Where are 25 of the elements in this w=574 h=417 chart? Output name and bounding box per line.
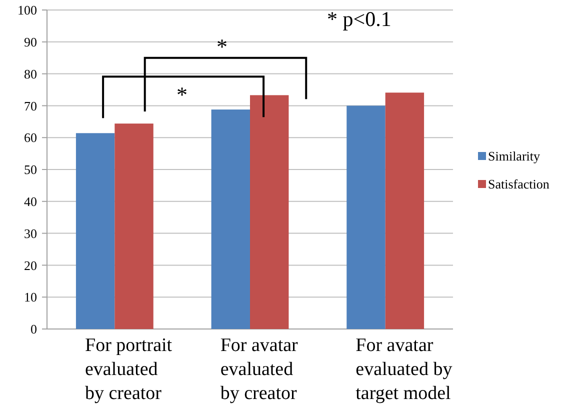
legend-label: Similarity (488, 148, 540, 164)
annotation: * (176, 82, 188, 107)
x-tick-label: For avatar evaluated by creator (220, 335, 299, 404)
x-tick-label: For avatar evaluated by target model (356, 335, 453, 404)
y-tick-label: 20 (24, 258, 37, 273)
annotation: * p<0.1 (327, 7, 392, 31)
y-tick-label: 50 (24, 162, 37, 178)
y-tick-label: 100 (18, 2, 37, 18)
annotation: * (216, 34, 228, 59)
bar (211, 110, 250, 329)
y-tick-label: 30 (24, 226, 37, 241)
bar (385, 92, 424, 329)
y-tick-label: 60 (24, 130, 37, 146)
bar (250, 95, 289, 329)
y-tick-label: 70 (24, 98, 37, 114)
y-tick-label: 0 (30, 322, 37, 337)
x-tick-label: For portrait evaluated by creator (85, 335, 173, 404)
bar (76, 133, 115, 329)
legend-label: Satisfaction (488, 176, 550, 192)
bar (346, 106, 386, 329)
y-tick-label: 90 (24, 34, 37, 50)
y-tick-label: 40 (24, 194, 37, 209)
y-tick-label: 80 (24, 66, 37, 82)
y-tick-label: 10 (24, 290, 37, 305)
bar (114, 124, 154, 329)
